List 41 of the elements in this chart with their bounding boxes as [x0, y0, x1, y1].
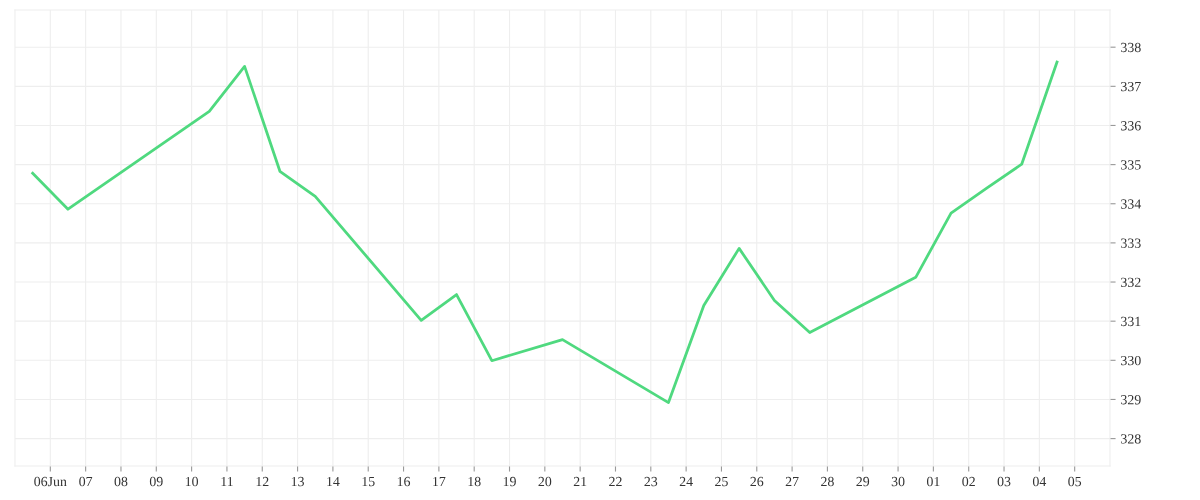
x-tick-label: 20	[538, 476, 552, 487]
y-tick-label: 332	[1121, 277, 1141, 287]
x-tick-label: 04	[1032, 476, 1047, 487]
y-tick-label: 328	[1121, 434, 1141, 444]
x-tick-label: 15	[362, 476, 375, 487]
x-tick-label: 26	[750, 476, 764, 487]
x-tick-label: 29	[856, 476, 870, 487]
y-tick-label: 338	[1121, 42, 1141, 53]
x-tick-label: 24	[679, 476, 693, 487]
x-tick-label: 07	[79, 476, 93, 487]
x-tick-label: 22	[609, 476, 622, 487]
x-tick-label: 10	[185, 476, 199, 487]
x-tick-label: 02	[962, 476, 975, 487]
x-tick-label: 06Jun	[34, 476, 67, 487]
y-tick-label: 337	[1121, 81, 1141, 92]
y-tick-label: 331	[1121, 316, 1141, 327]
x-tick-label: 13	[291, 476, 304, 487]
y-tick-label: 334	[1121, 199, 1142, 209]
x-tick-label: 11	[221, 476, 233, 487]
x-tick-label: 01	[926, 476, 940, 487]
x-tick-label: 18	[468, 476, 481, 487]
y-tick-label: 329	[1121, 395, 1141, 405]
x-tick-label: 14	[327, 476, 340, 487]
x-tick-label: 25	[715, 476, 728, 487]
x-tick-label: 27	[785, 476, 799, 487]
x-tick-label: 21	[573, 476, 587, 487]
x-tick-label: 30	[891, 476, 905, 487]
x-tick-label: 08	[114, 476, 128, 487]
x-tick-label: 23	[644, 476, 658, 487]
x-tick-label: 05	[1068, 476, 1082, 487]
y-tick-label: 330	[1121, 355, 1141, 366]
x-tick-label: 03	[997, 476, 1011, 487]
x-tick-label: 28	[821, 476, 834, 487]
x-tick-label: 17	[433, 476, 446, 487]
y-tick-label: 336	[1121, 121, 1141, 131]
y-tick-label: 333	[1121, 238, 1141, 248]
x-tick-label: 12	[256, 476, 269, 487]
x-tick-label: 16	[397, 476, 411, 487]
x-tick-label: 19	[503, 476, 516, 487]
y-tick-label: 335	[1121, 160, 1141, 170]
x-tick-label: 09	[149, 476, 163, 487]
